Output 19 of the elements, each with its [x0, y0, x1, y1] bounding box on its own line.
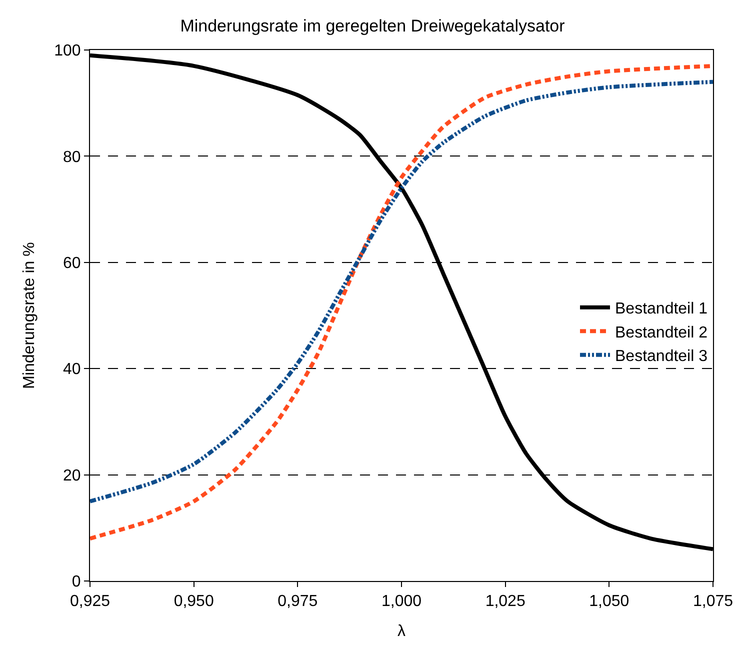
y-tick-label: 80: [63, 148, 81, 166]
x-tick-label: 1,025: [485, 593, 526, 610]
x-tick-label: 0,950: [174, 593, 214, 610]
x-tick-label: 0,975: [278, 593, 318, 610]
legend-label: Bestandteil 2: [615, 324, 708, 342]
legend-label: Bestandteil 1: [615, 300, 708, 318]
x-tick-label: 1,050: [589, 593, 630, 610]
y-tick-label: 60: [63, 255, 81, 272]
chart-title: Minderungsrate im geregelten Dreiwegekatalysator: [180, 16, 566, 36]
x-axis-title: λ: [398, 622, 406, 640]
y-tick-label: 100: [54, 42, 81, 60]
x-tick-label: 0,925: [70, 593, 110, 610]
y-tick-label: 0: [72, 574, 81, 591]
y-tick-label: 20: [63, 467, 81, 484]
y-tick-label: 40: [63, 361, 81, 378]
y-axis-title: Minderungsrate in %: [20, 242, 38, 389]
legend-label: Bestandteil 3: [615, 348, 708, 366]
x-tick-label: 1,075: [692, 593, 734, 610]
x-tick-label: 1,000: [381, 593, 422, 610]
